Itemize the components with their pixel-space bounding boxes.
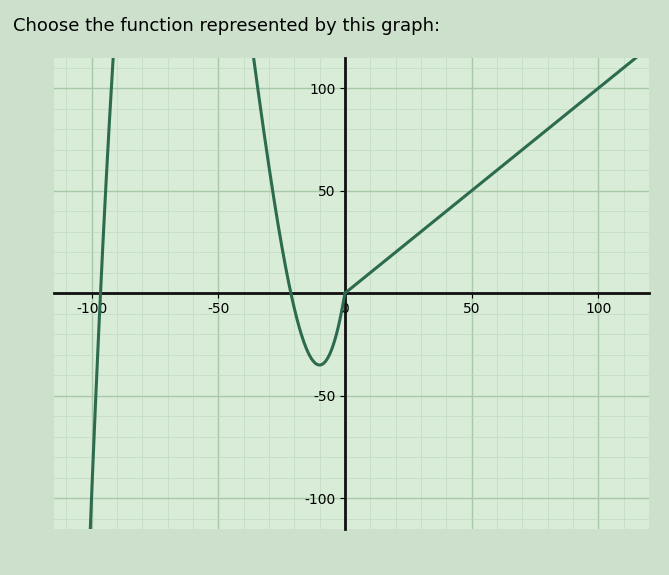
Text: Choose the function represented by this graph:: Choose the function represented by this … [13,17,440,35]
